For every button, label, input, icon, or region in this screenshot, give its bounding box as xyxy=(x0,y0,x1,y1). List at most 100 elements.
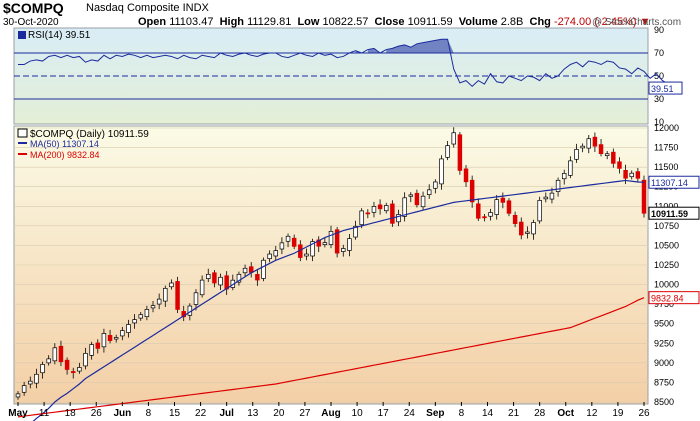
candle-body xyxy=(193,292,199,305)
volume-label: Volume xyxy=(458,16,498,28)
candle-body xyxy=(175,281,180,310)
x-tick-label: 11 xyxy=(39,408,50,419)
x-tick-label: Sep xyxy=(426,408,444,419)
candle-body xyxy=(433,181,438,189)
candle-body xyxy=(494,199,499,215)
candle-body xyxy=(107,335,113,341)
x-tick-label: 26 xyxy=(638,408,650,419)
price-legend-label: $COMPQ (Daily) 10911.59 xyxy=(30,129,149,140)
candle-body xyxy=(304,253,309,257)
candle-body xyxy=(476,203,481,219)
x-tick-label: 14 xyxy=(482,408,494,419)
x-tick-label: 27 xyxy=(299,408,311,419)
price-tick-label: 10750 xyxy=(654,221,679,231)
chart-header: $COMPQ Nasdaq Composite INDX 30-Oct-2020… xyxy=(0,0,700,28)
candle-body xyxy=(617,161,622,169)
chg-value: -274.00 (-2.45%) xyxy=(553,16,637,28)
candle-body xyxy=(113,337,119,340)
candle-body xyxy=(543,196,549,200)
high-label: High xyxy=(219,16,245,28)
candle-body xyxy=(34,373,39,384)
candle-body xyxy=(611,151,616,164)
candle-body xyxy=(138,314,143,319)
price-legend: $COMPQ (Daily) 10911.59 MA(50) 11307.14 … xyxy=(17,128,149,160)
candle-body xyxy=(390,203,395,224)
candle-body xyxy=(163,287,168,302)
x-tick-label: 15 xyxy=(169,408,181,419)
open-label: Open xyxy=(138,16,167,28)
candle-body xyxy=(316,239,321,247)
candle-body xyxy=(46,358,51,364)
candle-body xyxy=(341,248,346,252)
candle-body xyxy=(328,230,334,245)
rsi-overbought-fill xyxy=(355,39,454,53)
open-value: 11103.47 xyxy=(169,16,214,28)
candle-body xyxy=(371,206,377,213)
candle-body xyxy=(568,160,573,176)
candle-body xyxy=(377,204,383,210)
candle-body xyxy=(28,380,33,385)
candle-body xyxy=(58,345,64,363)
candle-body xyxy=(561,173,567,180)
candle-body xyxy=(322,242,328,245)
candle-body xyxy=(218,276,223,286)
candle-body xyxy=(537,200,542,222)
rsi-title: RSI(14) 39.51 xyxy=(28,30,91,41)
price-tick-label: 10250 xyxy=(654,260,679,270)
rsi-tick-label: 50 xyxy=(654,71,664,81)
candle-body xyxy=(334,229,340,254)
candle-body xyxy=(592,136,598,147)
x-tick-label: 10 xyxy=(352,408,364,419)
candle-body xyxy=(426,189,432,195)
x-tick-label: 22 xyxy=(195,408,207,419)
candle-body xyxy=(212,272,217,284)
candle-body xyxy=(206,273,211,279)
candle-body xyxy=(439,158,444,185)
watermark: @ StockCharts.com xyxy=(592,17,682,28)
candle-body xyxy=(420,195,426,208)
candle-body xyxy=(21,385,27,393)
candle-body xyxy=(64,359,70,370)
quote-summary: Open 11103.47 High 11129.81 Low 10822.57… xyxy=(138,16,650,28)
candle-body xyxy=(525,231,530,234)
rsi-tick-label: 70 xyxy=(654,48,664,58)
price-tick-label: 12000 xyxy=(654,123,679,133)
candle-body xyxy=(414,192,420,206)
close-label: Close xyxy=(374,16,405,28)
x-tick-label: Jul xyxy=(219,408,234,419)
candle-body xyxy=(463,168,469,183)
candle-body xyxy=(236,273,242,283)
candle-body xyxy=(549,192,555,200)
low-label: Low xyxy=(297,16,320,28)
candle-body xyxy=(469,179,475,203)
x-tick-label: May xyxy=(8,408,28,419)
price-tick-label: 11500 xyxy=(654,162,678,172)
candle-body xyxy=(83,353,88,367)
candle-body xyxy=(71,371,76,373)
x-tick-label: 8 xyxy=(459,408,465,419)
index-name: Nasdaq Composite INDX xyxy=(86,2,209,14)
candle-body xyxy=(310,241,315,257)
x-tick-label: Jun xyxy=(113,408,131,419)
rsi-legend-swatch xyxy=(18,31,26,39)
candle-body xyxy=(580,145,585,149)
candle-body xyxy=(255,274,260,281)
candle-body xyxy=(15,393,21,398)
candle-body xyxy=(396,214,401,223)
x-tick-label: 26 xyxy=(91,408,103,419)
rsi-last-value-box xyxy=(648,81,683,95)
candle-body xyxy=(156,298,162,305)
candle-body xyxy=(95,342,101,349)
quote-date: 30-Oct-2020 xyxy=(3,17,59,28)
candle-body xyxy=(519,221,524,236)
x-tick-label: 8 xyxy=(146,408,152,419)
candle-body xyxy=(291,237,297,247)
candle-body xyxy=(279,242,285,250)
candle-body xyxy=(101,333,107,348)
rsi-last-value-label: 39.51 xyxy=(651,84,674,94)
candle-body xyxy=(126,324,131,333)
candle-body xyxy=(555,179,561,192)
price-tick-label: 8750 xyxy=(654,377,674,387)
price-tick-label: 9250 xyxy=(654,338,674,348)
candle-body xyxy=(574,149,579,160)
